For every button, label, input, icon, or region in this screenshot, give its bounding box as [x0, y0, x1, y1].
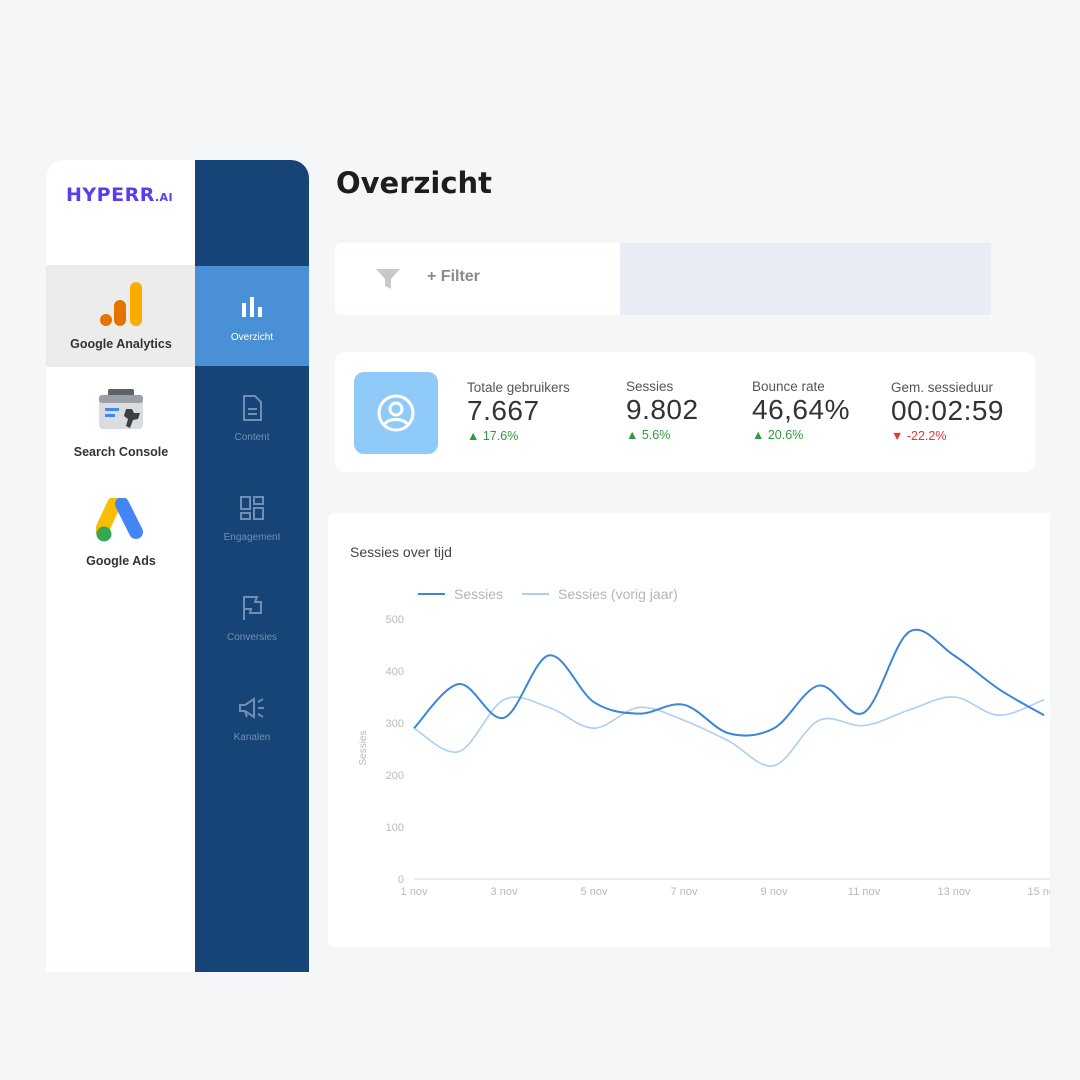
- source-label: Google Analytics: [70, 337, 172, 351]
- source-panel: HYPERR.AI Google Analytics Search Consol…: [46, 160, 196, 972]
- x-tick-label: 13 nov: [937, 886, 971, 898]
- x-tick-label: 9 nov: [761, 886, 788, 898]
- kpi-delta: ▲ 20.6%: [752, 428, 804, 442]
- chart-title: Sessies over tijd: [350, 544, 452, 560]
- bar-chart-icon: [239, 294, 265, 325]
- kpi-delta: ▲ 5.6%: [626, 428, 671, 442]
- dashboard-grid-icon: [238, 494, 266, 527]
- x-tick-label: 15 nov: [1027, 886, 1050, 898]
- nav-label: Overzicht: [230, 332, 274, 343]
- kpi-label: Bounce rate: [752, 379, 825, 394]
- source-google-ads[interactable]: Google Ads: [46, 478, 196, 580]
- series-line-sessies: [413, 628, 1045, 737]
- y-axis-label: Sessies: [358, 730, 369, 765]
- source-label: Google Ads: [86, 554, 156, 568]
- x-tick-label: 11 nov: [848, 886, 881, 898]
- kpi-value: 46,64%: [752, 394, 850, 425]
- kpi-bounce-rate: Bounce rate 46,64% ▲ 20.6%: [752, 379, 850, 442]
- filter-area: [620, 243, 991, 315]
- nav-item-engagement[interactable]: Engagement: [195, 466, 309, 566]
- search-console-icon: [96, 387, 146, 438]
- kpi-label: Sessies: [626, 379, 674, 394]
- y-tick-label: 300: [386, 718, 404, 730]
- user-avatar-tile: [354, 372, 438, 454]
- series-line-sessies-vorig-jaar: [413, 696, 1045, 767]
- kpi-sessieduur: Gem. sessieduur 00:02:59 ▼ -22.2%: [891, 380, 1004, 443]
- google-ads-icon: [95, 497, 146, 551]
- add-filter-button[interactable]: + Filter: [427, 268, 480, 285]
- nav-item-kanalen[interactable]: Kanalen: [195, 666, 309, 766]
- sessions-line-chart: 0 100 200 300 400 500 1 nov 3 nov 5 nov 7 nov 9 no…: [358, 586, 1050, 898]
- kpi-card: Totale gebruikers 7.667 ▲ 17.6% Sessies …: [335, 352, 1035, 472]
- kpi-value: 00:02:59: [891, 395, 1004, 426]
- page-title: Overzicht: [336, 166, 493, 200]
- user-circle-icon: [377, 394, 415, 432]
- legend-label: Sessies (vorig jaar): [558, 586, 678, 602]
- nav-label: Conversies: [226, 632, 278, 643]
- up-arrow-icon: ▲: [752, 428, 768, 442]
- source-search-console[interactable]: Search Console: [46, 367, 196, 469]
- x-tick-label: 1 nov: [401, 886, 428, 898]
- source-google-analytics[interactable]: Google Analytics: [46, 265, 196, 367]
- source-label: Search Console: [73, 445, 169, 459]
- nav-item-content[interactable]: Content: [195, 366, 309, 466]
- document-icon: [239, 394, 265, 427]
- x-tick-label: 5 nov: [581, 886, 608, 898]
- y-tick-label: 0: [398, 874, 404, 886]
- legend-label: Sessies: [454, 586, 503, 602]
- x-tick-label: 7 nov: [671, 886, 698, 898]
- up-arrow-icon: ▲: [626, 428, 642, 442]
- filter-bar[interactable]: + Filter: [335, 243, 621, 315]
- google-analytics-icon: [99, 280, 143, 333]
- megaphone-icon: [237, 694, 267, 727]
- flag-icon: [239, 594, 265, 627]
- kpi-sessies: Sessies 9.802 ▲ 5.6%: [626, 379, 699, 442]
- kpi-value: 9.802: [626, 394, 699, 425]
- nav-label: Kanalen: [233, 732, 271, 743]
- x-tick-label: 3 nov: [491, 886, 518, 898]
- nav-label: Engagement: [223, 532, 281, 543]
- section-nav: Overzicht Content Engagement Conversies …: [195, 160, 309, 972]
- y-tick-label: 500: [386, 614, 404, 626]
- y-tick-label: 100: [386, 822, 404, 834]
- brand-logo: HYPERR.AI: [66, 184, 174, 206]
- nav-label: Content: [234, 432, 270, 443]
- nav-item-conversies[interactable]: Conversies: [195, 566, 309, 666]
- y-tick-label: 200: [386, 770, 404, 782]
- kpi-totale-gebruikers: Totale gebruikers 7.667 ▲ 17.6%: [467, 380, 570, 443]
- sessions-chart-card: Sessies over tijd 0 100 200 300 400 500 1 nov 3…: [328, 513, 1050, 947]
- kpi-value: 7.667: [467, 395, 540, 426]
- filter-icon: [375, 267, 401, 296]
- kpi-label: Gem. sessieduur: [891, 380, 994, 395]
- y-tick-label: 400: [386, 666, 404, 678]
- nav-item-overzicht[interactable]: Overzicht: [195, 266, 309, 366]
- kpi-delta: ▲ 17.6%: [467, 429, 519, 443]
- kpi-label: Totale gebruikers: [467, 380, 570, 395]
- down-arrow-icon: ▼: [891, 429, 907, 443]
- up-arrow-icon: ▲: [467, 429, 483, 443]
- kpi-delta: ▼ -22.2%: [891, 429, 947, 443]
